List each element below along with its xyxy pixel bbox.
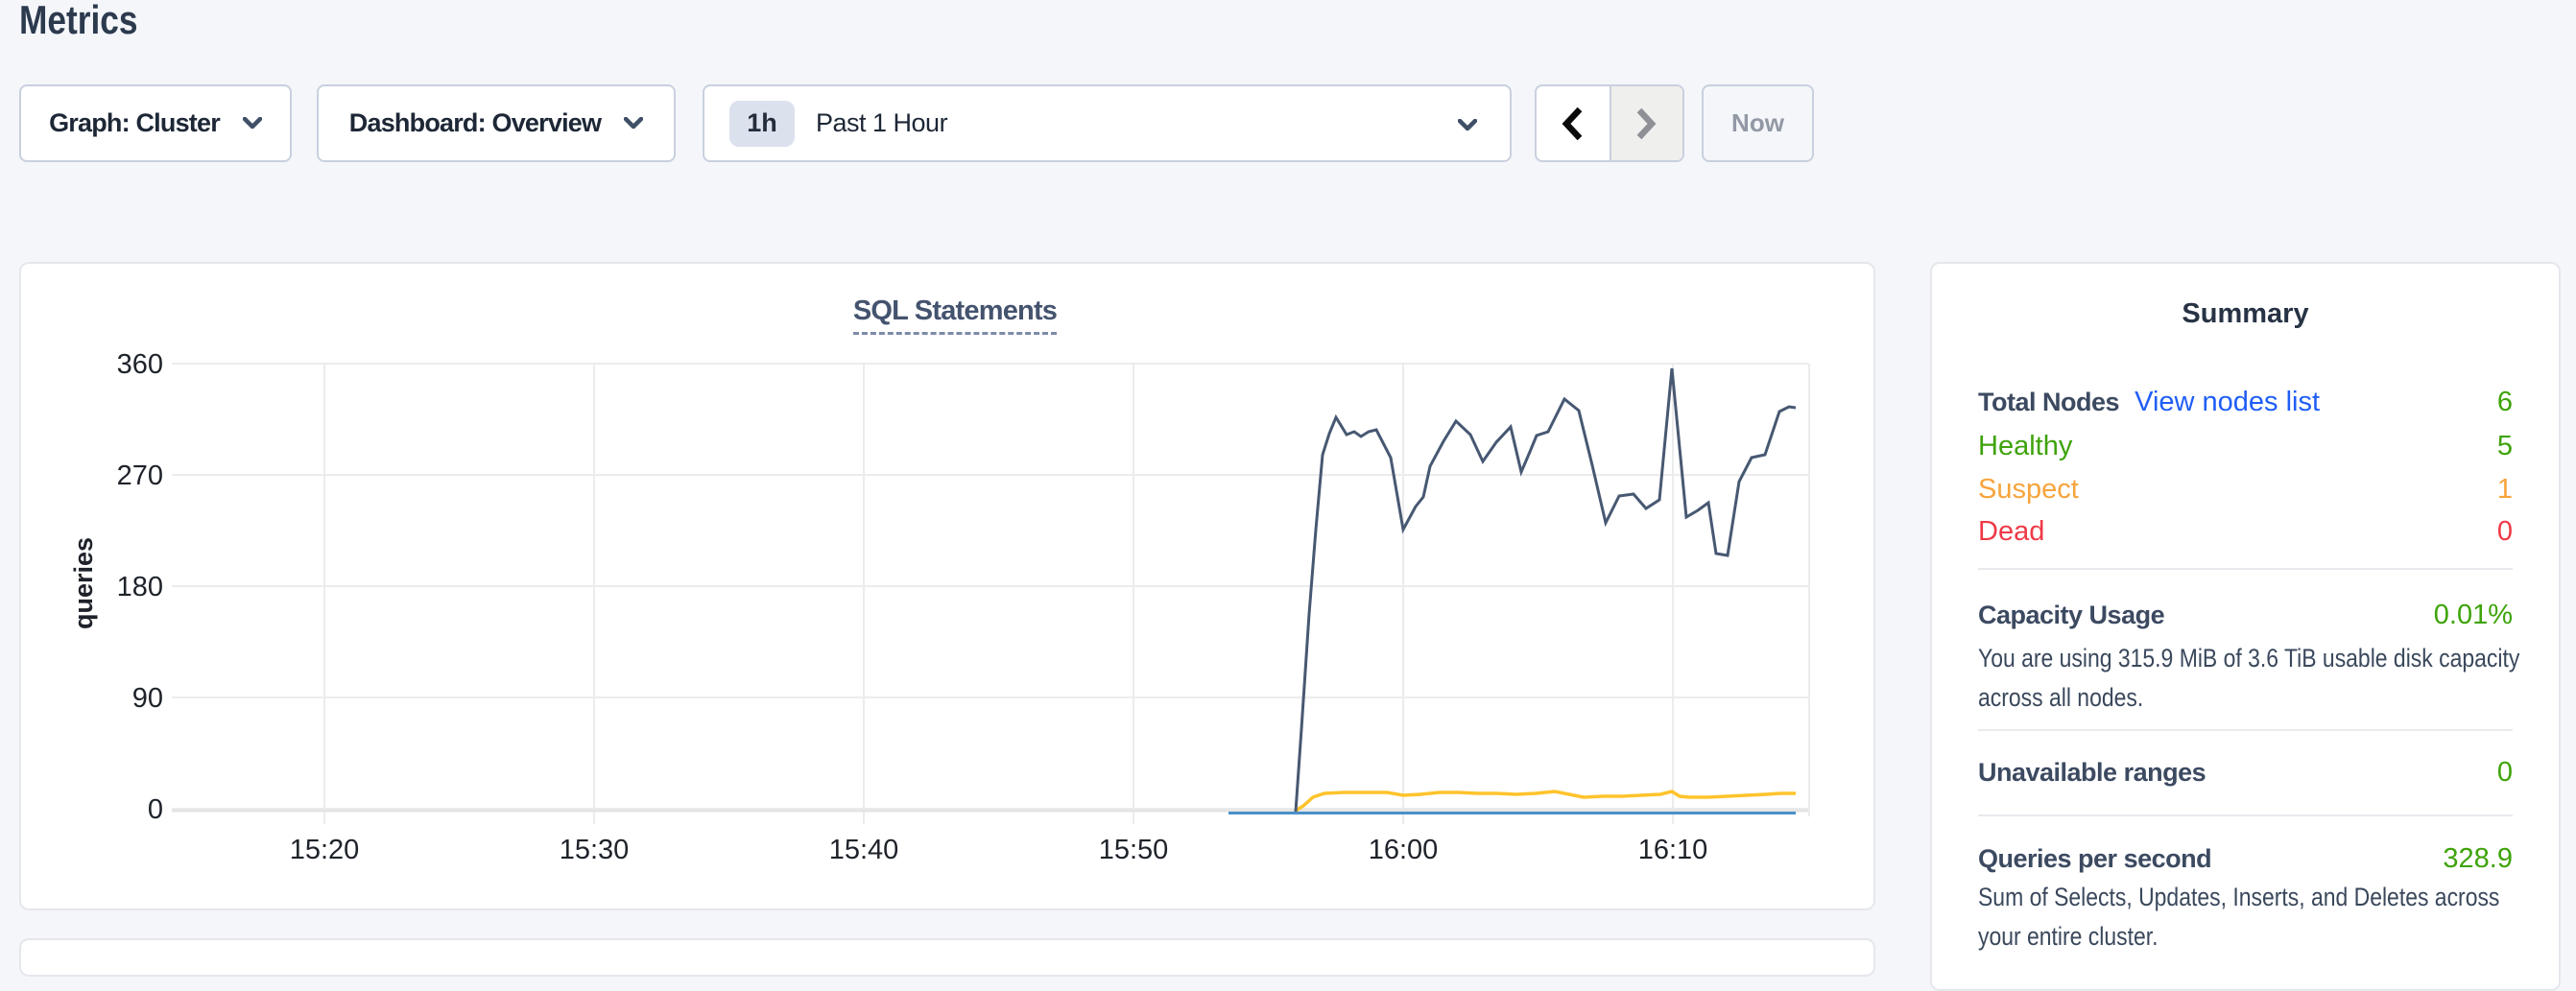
svg-text:queries: queries — [69, 537, 98, 629]
svg-text:180: 180 — [117, 572, 163, 602]
svg-text:90: 90 — [132, 683, 163, 714]
svg-text:15:30: 15:30 — [560, 835, 630, 865]
svg-text:16:00: 16:00 — [1369, 835, 1439, 865]
svg-text:16:10: 16:10 — [1638, 835, 1708, 865]
svg-text:15:50: 15:50 — [1099, 835, 1169, 865]
svg-text:270: 270 — [117, 460, 163, 491]
svg-text:0: 0 — [148, 794, 163, 825]
svg-text:360: 360 — [117, 349, 163, 380]
svg-text:15:40: 15:40 — [829, 835, 899, 865]
svg-text:15:20: 15:20 — [290, 835, 360, 865]
